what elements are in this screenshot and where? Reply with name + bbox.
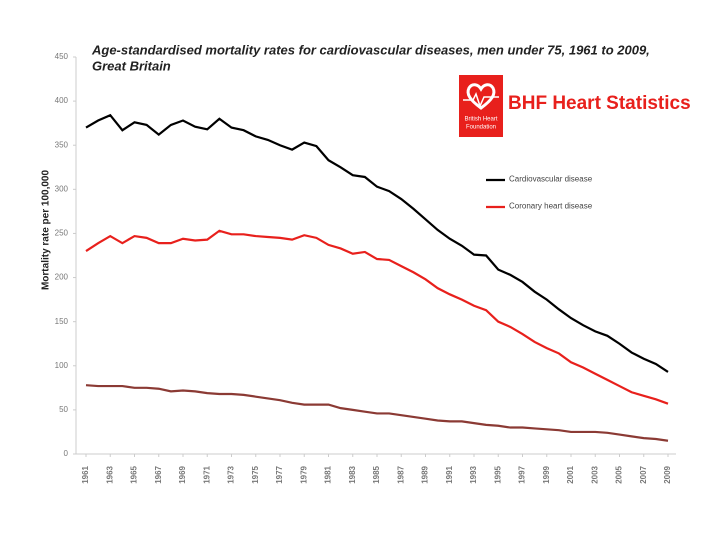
x-tick-label: 1961 [81,465,90,483]
y-tick-label: 50 [59,405,68,414]
logo-badge-text: British Heart [464,117,497,123]
y-tick-label: 350 [55,140,69,149]
y-tick-label: 250 [55,229,69,238]
x-tick-label: 1963 [105,465,114,483]
x-tick-label: 1981 [324,465,333,483]
logo-badge [459,75,503,137]
x-tick-label: 1969 [178,465,187,483]
x-tick-label: 1965 [130,465,139,483]
x-tick-label: 1997 [518,465,527,483]
y-tick-label: 300 [55,184,69,193]
y-tick-label: 200 [55,273,69,282]
x-tick-label: 1995 [493,465,502,483]
x-tick-label: 1971 [202,465,211,483]
chart-title: Great Britain [92,58,171,73]
x-tick-label: 1985 [372,465,381,483]
logo-text: BHF Heart Statistics [508,93,691,114]
x-tick-label: 1983 [348,465,357,483]
logo-badge-text: Foundation [466,125,496,131]
x-tick-label: 1975 [251,465,260,483]
y-tick-label: 0 [64,449,69,458]
x-tick-label: 2003 [590,465,599,483]
chart-title: Age-standardised mortality rates for car… [91,42,650,57]
logo-pulse [463,92,499,109]
line-series [85,113,669,373]
x-tick-label: 2005 [615,465,624,483]
x-tick-label: 2007 [639,465,648,483]
x-tick-label: 2001 [566,465,575,483]
x-tick-label: 1993 [469,465,478,483]
y-tick-label: 400 [55,96,69,105]
x-tick-label: 1973 [227,465,236,483]
x-tick-label: 1987 [396,465,405,483]
y-axis-label: Mortality rate per 100,000 [41,170,52,290]
x-tick-label: 1999 [542,465,551,483]
logo-heart [466,83,496,110]
y-tick-label: 150 [55,317,69,326]
x-tick-label: 1989 [421,465,430,483]
x-tick-label: 2009 [663,465,672,483]
x-tick-label: 1979 [299,465,308,483]
y-tick-label: 450 [55,52,69,61]
x-tick-label: 1991 [445,465,454,483]
legend-label: Cardiovascular disease [509,175,593,184]
y-tick-label: 100 [55,361,69,370]
x-tick-label: 1977 [275,465,284,483]
line-series [85,229,669,405]
x-tick-label: 1967 [154,465,163,483]
line-series [85,384,669,442]
legend-label: Coronary heart disease [509,202,593,211]
